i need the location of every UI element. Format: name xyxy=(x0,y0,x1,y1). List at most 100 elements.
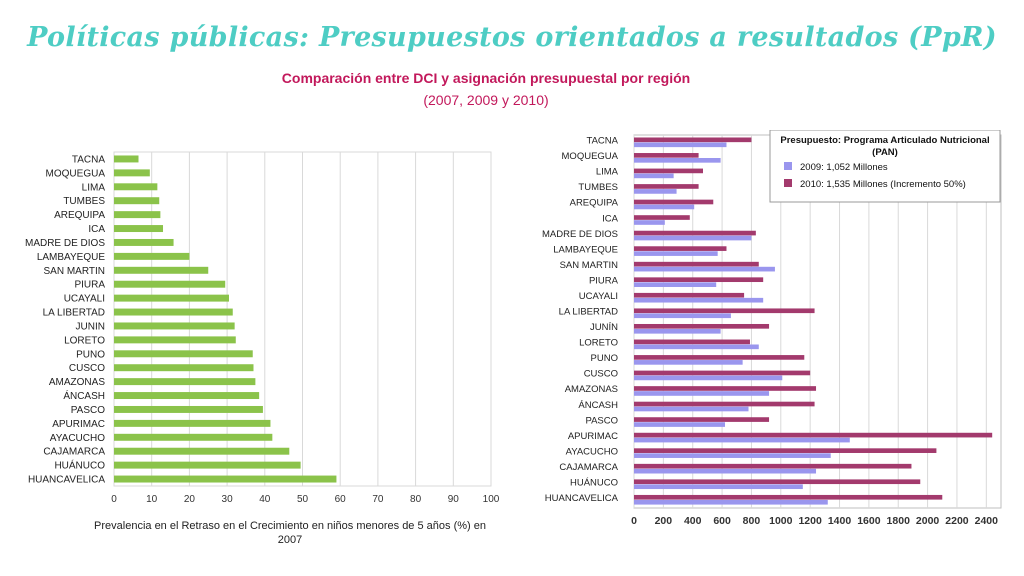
right-bar-2009 xyxy=(634,406,749,412)
chart-years: (2007, 2009 y 2010) xyxy=(423,92,549,108)
right-bar-2010 xyxy=(634,308,815,314)
right-category-label: TACNA xyxy=(587,136,619,147)
right-bar-2010 xyxy=(634,246,727,251)
right-x-tick-label: 200 xyxy=(655,515,673,527)
left-category-label: MADRE DE DIOS xyxy=(25,238,105,249)
right-bar-2009 xyxy=(634,189,677,194)
right-bar-2010 xyxy=(634,370,811,376)
left-category-label: LIMA xyxy=(82,182,106,193)
left-bar xyxy=(114,183,158,191)
left-category-label: AREQUIPA xyxy=(54,210,105,221)
right-category-label: LIMA xyxy=(596,167,619,178)
right-category-label: MOQUEGUA xyxy=(562,151,619,162)
left-bar xyxy=(114,294,229,302)
right-bar-2009 xyxy=(634,453,831,458)
right-bar-2010 xyxy=(634,168,703,174)
left-category-label: LORETO xyxy=(64,335,105,346)
left-bar-chart: 0 10 20 30 40 50 60 70 80 90 100 TACNA MOQUEGUA LIMA T… xyxy=(25,151,500,505)
right-category-label: SAN MARTIN xyxy=(560,260,619,271)
right-category-label: ICA xyxy=(602,213,619,224)
left-category-label: SAN MARTIN xyxy=(44,266,106,277)
right-bar-2010 xyxy=(634,261,759,267)
left-bar xyxy=(114,350,253,358)
left-bar xyxy=(114,225,164,233)
right-bar-2010 xyxy=(634,355,805,360)
right-bar-2009 xyxy=(634,235,752,241)
left-bar xyxy=(114,252,190,260)
left-category-label: HUANCAVELICA xyxy=(28,475,105,486)
right-category-label: HUANCAVELICA xyxy=(545,493,619,504)
right-bar-2009 xyxy=(634,313,731,319)
left-bar xyxy=(114,419,271,427)
left-category-label: PUNO xyxy=(76,349,105,360)
right-bar-2010 xyxy=(634,137,752,143)
right-bar-2010 xyxy=(634,199,714,205)
right-legend-title: Presupuesto: Programa Articulado Nutrici… xyxy=(780,135,989,146)
left-bar xyxy=(114,308,233,316)
left-category-label: ÁNCASH xyxy=(63,389,105,402)
right-x-tick-label: 1200 xyxy=(798,515,822,527)
left-bar xyxy=(114,475,337,483)
right-category-label: APURIMAC xyxy=(568,431,618,442)
right-bar-2010 xyxy=(634,479,921,485)
right-bar-2010 xyxy=(634,401,815,407)
right-category-label: HUÁNUCO xyxy=(570,477,618,488)
right-x-tick-label: 2000 xyxy=(916,515,940,527)
right-bar-2010 xyxy=(634,386,817,391)
right-bar-2009 xyxy=(634,328,721,334)
right-bar-2010 xyxy=(634,184,699,189)
right-bar-2010 xyxy=(634,215,690,220)
left-category-label: CUSCO xyxy=(69,363,105,374)
right-bar-2010 xyxy=(634,448,937,453)
right-bar-2010 xyxy=(634,463,912,469)
left-category-label: AMAZONAS xyxy=(49,377,105,388)
right-bar-2010 xyxy=(634,339,750,345)
left-category-label: ICA xyxy=(88,224,105,235)
right-bar-2010 xyxy=(634,153,699,158)
right-x-tick-label: 1600 xyxy=(857,515,881,527)
left-x-tick-label: 80 xyxy=(410,494,422,505)
right-bar-2009 xyxy=(634,251,718,256)
left-category-label: APURIMAC xyxy=(52,419,105,430)
left-chart-xlabel: Prevalencia en el Retraso en el Crecimie… xyxy=(94,520,486,546)
right-bar-2009 xyxy=(634,220,665,225)
page-title: Políticas públicas: Presupuestos orienta… xyxy=(27,22,997,53)
right-category-label: ÁNCASH xyxy=(578,400,618,411)
left-x-tick-label: 50 xyxy=(297,494,309,505)
right-x-tick-label: 1400 xyxy=(828,515,852,527)
right-bar-2010 xyxy=(634,230,756,236)
left-x-tick-label: 40 xyxy=(259,494,271,505)
right-bar-2010 xyxy=(634,323,770,329)
right-category-label: CUSCO xyxy=(584,369,618,380)
right-category-label: LAMBAYEQUE xyxy=(553,244,618,255)
right-x-tick-label: 1000 xyxy=(769,515,793,527)
left-category-label: LAMBAYEQUE xyxy=(37,252,105,263)
left-x-tick-label: 70 xyxy=(372,494,384,505)
left-x-tick-label: 0 xyxy=(111,494,117,505)
right-x-tick-label: 2400 xyxy=(975,515,999,527)
left-bar xyxy=(114,378,256,386)
legend-swatch-2009 xyxy=(784,162,792,170)
right-category-label: PUNO xyxy=(591,353,618,364)
chart-subtitle: Comparación entre DCI y asignación presu… xyxy=(281,70,691,86)
left-bar xyxy=(114,447,290,455)
right-bar-chart: 0 200 400 600 800 1000 1200 1400 1600 1800 2000 220… xyxy=(542,130,1002,527)
left-category-label: TACNA xyxy=(72,154,105,165)
right-bar-2009 xyxy=(634,468,817,474)
left-bar xyxy=(114,266,209,274)
left-category-label: JUNIN xyxy=(76,321,105,332)
right-category-label: AMAZONAS xyxy=(565,384,618,395)
left-bar xyxy=(114,336,236,344)
left-category-label: MOQUEGUA xyxy=(46,168,106,179)
right-category-label: CAJAMARCA xyxy=(559,462,618,473)
right-category-label: PIURA xyxy=(589,275,619,286)
right-bar-2009 xyxy=(634,344,759,350)
left-bar xyxy=(114,322,235,330)
left-bar xyxy=(114,433,273,441)
right-bar-2009 xyxy=(634,391,770,396)
right-bar-2009 xyxy=(634,266,775,272)
left-category-label: PIURA xyxy=(74,280,105,291)
right-bar-2010 xyxy=(634,432,993,438)
left-x-tick-label: 90 xyxy=(448,494,460,505)
right-bar-2009 xyxy=(634,499,828,505)
